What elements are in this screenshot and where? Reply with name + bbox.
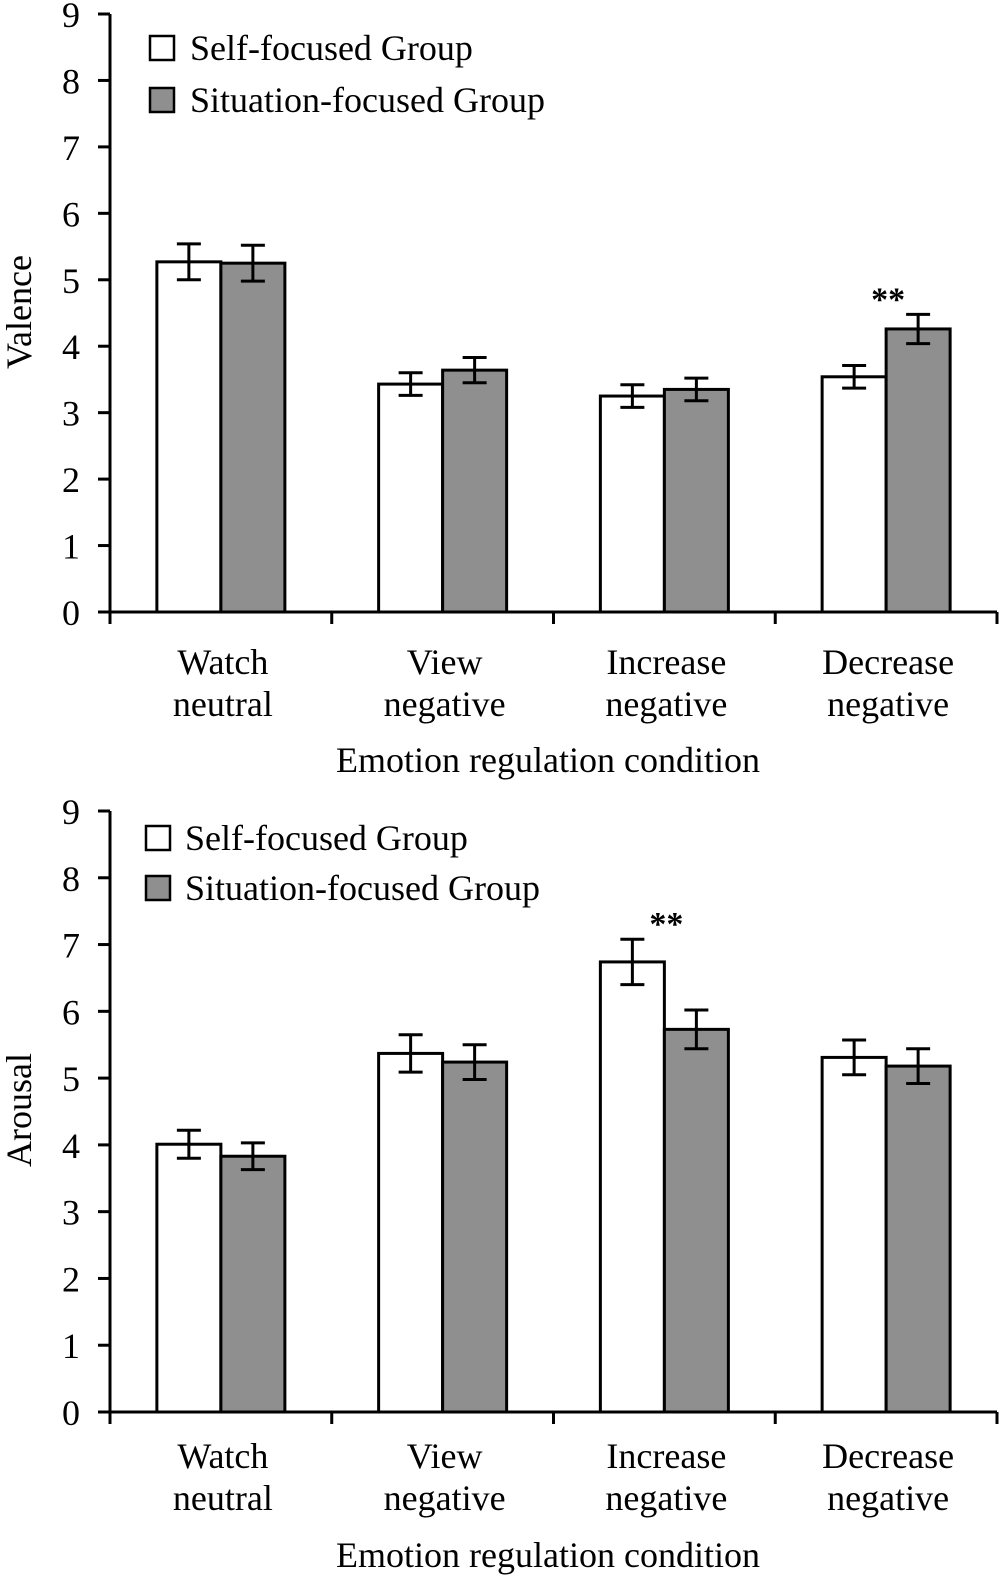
category-label: View [407, 642, 483, 682]
legend-label: Situation-focused Group [185, 868, 540, 908]
y-tick-label: 9 [62, 792, 80, 832]
legend-swatch [144, 824, 172, 852]
y-tick-label: 2 [62, 460, 80, 500]
bar-self-focused [377, 1051, 445, 1414]
legend-item: Situation-focused Group [148, 80, 545, 120]
category-label: negative [827, 1478, 949, 1518]
category-label: negative [605, 1478, 727, 1518]
y-tick-label: 1 [62, 527, 80, 567]
error-bar [398, 1033, 423, 1074]
legend-label: Situation-focused Group [190, 80, 545, 120]
error-bar [176, 1128, 201, 1160]
bar-situation-focused [884, 327, 952, 614]
bar-self-focused [820, 375, 888, 614]
legend-label: Self-focused Group [190, 28, 473, 68]
y-tick-label: 5 [62, 261, 80, 301]
y-tick-label: 0 [62, 593, 80, 633]
valence-chart: 0123456789WatchneutralViewnegativeIncrea… [0, 0, 999, 780]
category-label: Watch [177, 642, 268, 682]
legend-item: Self-focused Group [148, 28, 473, 68]
bar-situation-focused [219, 261, 287, 614]
y-tick-label: 1 [62, 1326, 80, 1366]
y-tick-label: 9 [62, 0, 80, 35]
y-tick-label: 6 [62, 194, 80, 234]
legend-label: Self-focused Group [185, 818, 468, 858]
y-tick-label: 6 [62, 992, 80, 1032]
bar-situation-focused [219, 1154, 287, 1414]
bar-situation-focused [662, 387, 730, 614]
bar-situation-focused [441, 1060, 509, 1414]
bar-self-focused [820, 1055, 888, 1414]
y-tick-label: 3 [62, 394, 80, 434]
error-bar [842, 363, 867, 390]
y-axis-title: Arousal [0, 1053, 39, 1167]
bar-situation-focused [662, 1027, 730, 1414]
error-bar [842, 1038, 867, 1077]
y-tick-label: 7 [62, 128, 80, 168]
error-bar [620, 383, 645, 409]
category-label: Increase [606, 642, 726, 682]
error-bar [462, 1043, 487, 1081]
bar-self-focused [598, 960, 666, 1414]
category-label: negative [827, 684, 949, 724]
legend-swatch [148, 34, 176, 62]
error-bar [240, 1141, 265, 1172]
legend-item: Self-focused Group [144, 818, 468, 858]
significance-marker: ** [871, 281, 905, 318]
y-tick-label: 8 [62, 859, 80, 899]
category-label: Watch [177, 1436, 268, 1476]
y-tick-label: 5 [62, 1059, 80, 1099]
category-label: neutral [173, 684, 273, 724]
bar-self-focused [598, 394, 666, 614]
category-label: negative [384, 684, 506, 724]
category-label: Decrease [822, 642, 954, 682]
category-label: View [407, 1436, 483, 1476]
legend-swatch [144, 874, 172, 902]
y-tick-label: 4 [62, 1126, 80, 1166]
error-bar [684, 376, 709, 403]
significance-marker: ** [649, 906, 683, 943]
legend-swatch [148, 86, 176, 114]
error-bar [684, 1008, 709, 1051]
category-label: Increase [606, 1436, 726, 1476]
x-axis-title: Emotion regulation condition [336, 1535, 760, 1575]
legend: Self-focused Group Situation-focused Grou… [144, 818, 540, 908]
bar-situation-focused [884, 1064, 952, 1414]
bar-self-focused [155, 260, 223, 614]
error-bar [176, 242, 201, 282]
bar-self-focused [377, 382, 445, 614]
legend: Self-focused Group Situation-focused Grou… [148, 28, 545, 120]
y-tick-label: 0 [62, 1393, 80, 1433]
category-label: negative [384, 1478, 506, 1518]
error-bar [240, 243, 265, 283]
category-label: neutral [173, 1478, 273, 1518]
error-bar [906, 312, 931, 346]
y-tick-label: 7 [62, 926, 80, 966]
category-label: negative [605, 684, 727, 724]
error-bar [398, 371, 423, 397]
bar-situation-focused [441, 368, 509, 614]
bar-self-focused [155, 1142, 223, 1414]
arousal-chart: 0123456789WatchneutralViewnegativeIncrea… [0, 792, 999, 1575]
y-axis-title: Valence [0, 255, 39, 369]
error-bar [620, 937, 645, 987]
y-tick-label: 8 [62, 61, 80, 101]
legend-item: Situation-focused Group [144, 868, 540, 908]
category-label: Decrease [822, 1436, 954, 1476]
error-bar [906, 1047, 931, 1085]
y-tick-label: 3 [62, 1193, 80, 1233]
y-tick-label: 2 [62, 1259, 80, 1299]
y-tick-label: 4 [62, 327, 80, 367]
x-axis-title: Emotion regulation condition [336, 740, 760, 780]
error-bar [462, 356, 487, 385]
